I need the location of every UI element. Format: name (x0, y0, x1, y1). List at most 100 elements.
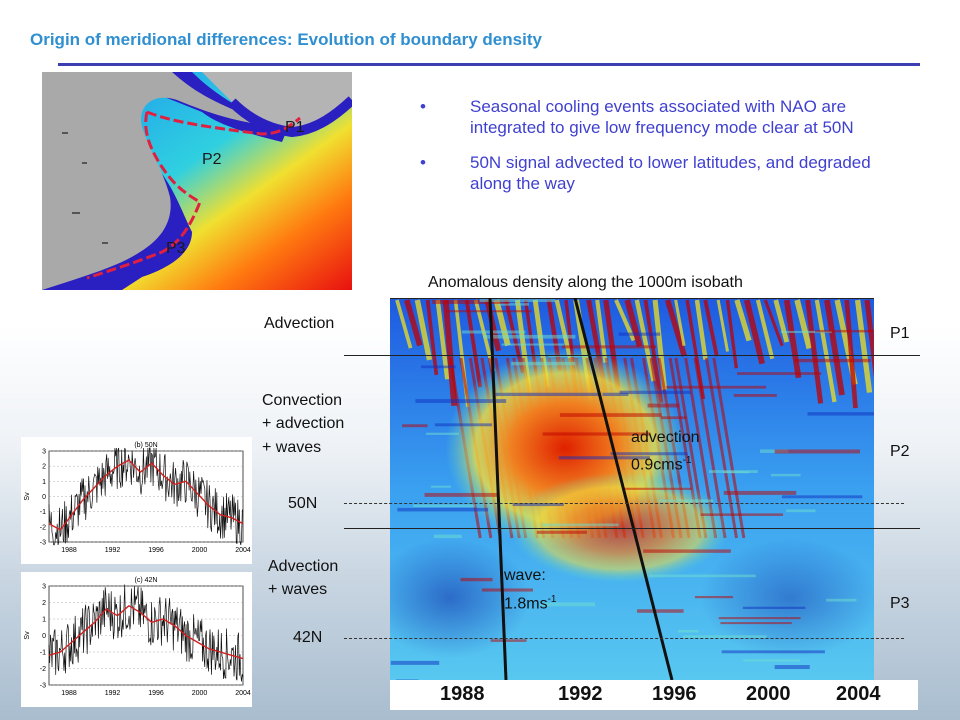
hovmoller-streak (442, 299, 458, 406)
hovmoller-band (540, 602, 596, 607)
hovmoller-plot: advection 0.9cms-1 wave: 1.8ms-1 (390, 298, 874, 680)
inset-x-tick: 1992 (105, 690, 121, 697)
inset-y-tick: 2 (42, 464, 46, 471)
region-label-convection: + advection (262, 415, 345, 432)
timeseries-inset-50n: (b) 50N Sv 3 2 1 0 -1 -2 -3 1988 1992 1996 2000 2004 (21, 437, 252, 564)
hovmoller-band (619, 390, 691, 395)
hovmoller-band (561, 345, 657, 349)
inset-x-tick: 1996 (148, 690, 164, 697)
hovmoller-band (512, 503, 564, 507)
inset-y-tick: 0 (42, 633, 46, 640)
inset-y-tick: 3 (42, 449, 46, 456)
hovmoller-band (445, 310, 532, 313)
hovmoller-band (490, 639, 527, 642)
hovmoller-streak (824, 299, 845, 396)
hovmoller-band (660, 416, 687, 420)
hovmoller-band (774, 665, 810, 670)
hovmoller-band (637, 609, 684, 613)
advection-speed-label: advection (631, 429, 700, 446)
inset-title: (b) 50N (134, 442, 157, 449)
hovmoller-band (602, 392, 629, 397)
hovmoller-band (677, 629, 699, 633)
x-tick-label: 2004 (836, 683, 881, 705)
hovmoller-band (433, 534, 462, 539)
x-tick-label: 1996 (652, 683, 697, 705)
hovmoller-streak (464, 299, 483, 388)
bullet-text: Seasonal cooling events associated with … (470, 97, 854, 137)
inset-y-tick: -3 (40, 540, 46, 547)
hovmoller-streak (634, 299, 656, 382)
hovmoller-streak (794, 299, 813, 350)
bullet-dot-icon: • (420, 153, 426, 172)
inset-y-tick: -2 (40, 666, 46, 673)
hovmoller-band (497, 303, 529, 306)
region-separator-bottom (344, 528, 920, 529)
hovmoller-streak (773, 299, 790, 343)
hovmoller-band (461, 330, 526, 334)
title-divider (58, 63, 920, 66)
inset-raw-series (48, 447, 244, 546)
timeseries-chart-50n: (b) 50N Sv 3 2 1 0 -1 -2 -3 1988 1992 1996 2000 2004 (24, 442, 251, 554)
hovmoller-band (483, 334, 576, 339)
hovmoller-streak (665, 299, 687, 357)
hovmoller-band (396, 679, 419, 680)
hovmoller-streak (395, 299, 413, 349)
hovmoller-band (481, 588, 533, 592)
inset-y-tick: 2 (42, 600, 46, 607)
hovmoller-band (390, 660, 440, 665)
hovmoller-streak (734, 299, 752, 342)
region-label-p2: P2 (890, 443, 910, 460)
hovmoller-band (721, 650, 825, 654)
hovmoller-band (786, 509, 816, 513)
hovmoller-band (430, 485, 451, 488)
hovmoller-streak (743, 299, 766, 365)
region-label-convection: + waves (262, 439, 322, 456)
hovmoller-band (536, 530, 588, 534)
hovmoller-streak (595, 299, 608, 363)
hovmoller-title: Anomalous density along the 1000m isobat… (428, 274, 743, 291)
hovmoller-band (559, 413, 662, 417)
bullet-dot-icon: • (420, 97, 426, 116)
hovmoller-streak (763, 299, 784, 347)
timeseries-chart-42n: (c) 42N Sv 3 2 1 0 -1 -2 -3 1988 1992 1996 2000 2004 (24, 577, 251, 697)
inset-y-tick: 3 (42, 584, 46, 591)
hovmoller-streak (854, 299, 873, 393)
inset-raw-series (48, 584, 244, 682)
hovmoller-streak (755, 299, 775, 360)
bullet-list: • Seasonal cooling events associated wit… (420, 96, 890, 208)
inset-y-tick: 1 (42, 617, 46, 624)
inset-smoothed-series (48, 604, 244, 660)
x-tick-label: 1988 (440, 683, 485, 705)
hovmoller-band (542, 432, 651, 436)
hovmoller-image (390, 298, 874, 680)
hovmoller-streak (425, 299, 439, 376)
inset-y-tick: -1 (40, 509, 46, 516)
hovmoller-band (780, 330, 832, 334)
region-label-advection-waves: Advection (268, 558, 339, 575)
hovmoller-band (558, 456, 650, 460)
hovmoller-band (807, 412, 874, 416)
hovmoller-streak (703, 299, 719, 357)
region-label-p3: P3 (890, 595, 910, 612)
inset-y-tick: -2 (40, 524, 46, 531)
hovmoller-band (624, 487, 692, 490)
hovmoller-band (415, 399, 507, 403)
hovmoller-band (648, 574, 756, 578)
x-tick-label: 2000 (746, 683, 791, 705)
inset-y-tick: -1 (40, 650, 46, 657)
slide-title: Origin of meridional differences: Evolut… (30, 30, 542, 49)
hovmoller-band (647, 403, 680, 408)
hovmoller-streak (805, 299, 824, 404)
hovmoller-band (720, 622, 792, 625)
latitude-label-50n: 50N (288, 495, 318, 512)
hovmoller-streak (694, 299, 708, 360)
hovmoller-band (643, 549, 731, 553)
inset-x-tick: 1988 (61, 690, 77, 697)
hovmoller-streak (844, 299, 858, 409)
hovmoller-band (700, 513, 784, 516)
hovmoller-band (618, 332, 661, 336)
hovmoller-band (424, 492, 499, 497)
hovmoller-streak (404, 299, 423, 347)
hovmoller-band (541, 523, 619, 527)
hovmoller-band (511, 361, 576, 366)
